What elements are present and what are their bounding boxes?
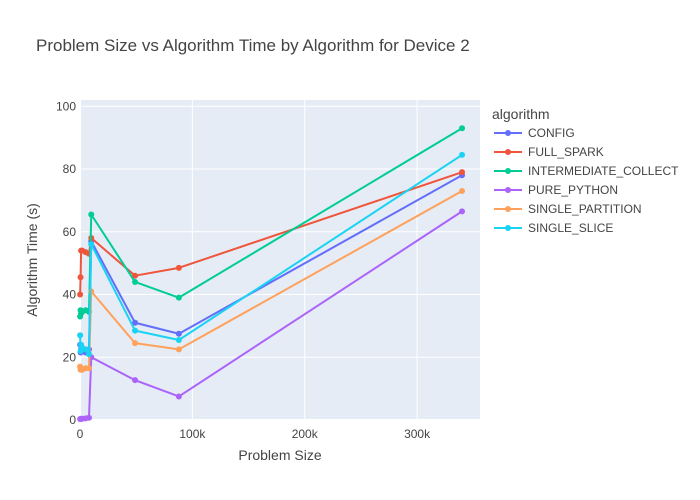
x-tick-label: 300k: [404, 427, 431, 441]
x-tick-label: 0: [77, 427, 84, 441]
x-tick-label: 200k: [292, 427, 319, 441]
legend-swatch-marker: [505, 225, 511, 231]
data-point-intermediate-collect[interactable]: [132, 278, 139, 285]
legend-item-intermediate-collect[interactable]: INTERMEDIATE_COLLECT: [494, 164, 679, 178]
data-point-full-spark[interactable]: [175, 264, 182, 271]
legend-item-full-spark[interactable]: FULL_SPARK: [494, 145, 604, 159]
legend-label: PURE_PYTHON: [528, 183, 618, 197]
y-axis-ticks: 0 20 40 60 80 100: [56, 99, 76, 427]
legend-swatch-marker: [505, 206, 511, 212]
legend-label: FULL_SPARK: [528, 145, 604, 159]
data-point-single-partition[interactable]: [175, 346, 182, 353]
y-tick-label: 0: [69, 413, 76, 427]
y-axis-title: Algorithm Time (s): [24, 203, 40, 317]
legend-item-single-slice[interactable]: SINGLE_SLICE: [494, 221, 613, 235]
data-point-full-spark[interactable]: [132, 272, 139, 279]
legend-label: CONFIG: [528, 126, 575, 140]
legend-item-single-partition[interactable]: SINGLE_PARTITION: [494, 202, 642, 216]
legend[interactable]: CONFIG FULL_SPARK INTERMEDIATE_COLLECT PURE…: [494, 126, 679, 235]
series-group: [77, 125, 466, 423]
legend-swatch-marker: [505, 187, 511, 193]
data-point-intermediate-collect[interactable]: [88, 211, 95, 218]
plot-area: [80, 100, 480, 420]
x-axis-ticks: 0 100k 200k 300k: [77, 427, 431, 441]
data-point-single-slice[interactable]: [459, 151, 466, 158]
legend-swatch-marker: [505, 149, 511, 155]
data-point-single-slice[interactable]: [175, 337, 182, 343]
data-point-single-partition[interactable]: [132, 340, 139, 347]
series-single-slice: [77, 151, 466, 358]
legend-label: INTERMEDIATE_COLLECT: [528, 164, 679, 178]
legend-item-config[interactable]: CONFIG: [494, 126, 575, 140]
legend-swatch-marker: [505, 130, 511, 136]
data-point-single-slice[interactable]: [82, 346, 89, 353]
data-point-full-spark[interactable]: [459, 169, 466, 176]
data-point-full-spark[interactable]: [77, 274, 84, 281]
data-point-intermediate-collect[interactable]: [175, 294, 182, 301]
y-tick-label: 80: [63, 162, 77, 176]
y-tick-label: 60: [63, 225, 77, 239]
x-axis-title: Problem Size: [238, 447, 321, 463]
legend-title: algorithm: [492, 106, 550, 122]
legend-label: SINGLE_SLICE: [528, 221, 613, 235]
y-tick-label: 20: [63, 350, 77, 364]
data-point-pure-python[interactable]: [85, 414, 92, 421]
y-tick-label: 100: [56, 99, 76, 113]
legend-swatch-marker: [505, 168, 511, 174]
data-point-pure-python[interactable]: [132, 377, 139, 384]
data-point-single-slice[interactable]: [77, 332, 84, 339]
data-point-full-spark[interactable]: [77, 291, 84, 298]
x-tick-label: 100k: [179, 427, 206, 441]
data-point-config[interactable]: [132, 319, 139, 326]
y-tick-label: 40: [63, 288, 77, 302]
data-point-single-slice[interactable]: [88, 241, 95, 248]
legend-item-pure-python[interactable]: PURE_PYTHON: [494, 183, 618, 197]
data-point-single-slice[interactable]: [132, 327, 139, 334]
data-point-intermediate-collect[interactable]: [459, 125, 466, 132]
data-point-single-partition[interactable]: [459, 187, 466, 194]
data-point-single-slice[interactable]: [85, 351, 92, 358]
legend-label: SINGLE_PARTITION: [528, 202, 642, 216]
chart-title: Problem Size vs Algorithm Time by Algori…: [36, 36, 470, 55]
data-point-pure-python[interactable]: [175, 393, 182, 400]
data-point-pure-python[interactable]: [459, 208, 466, 215]
data-point-config[interactable]: [175, 330, 182, 337]
data-point-single-partition[interactable]: [85, 365, 92, 372]
